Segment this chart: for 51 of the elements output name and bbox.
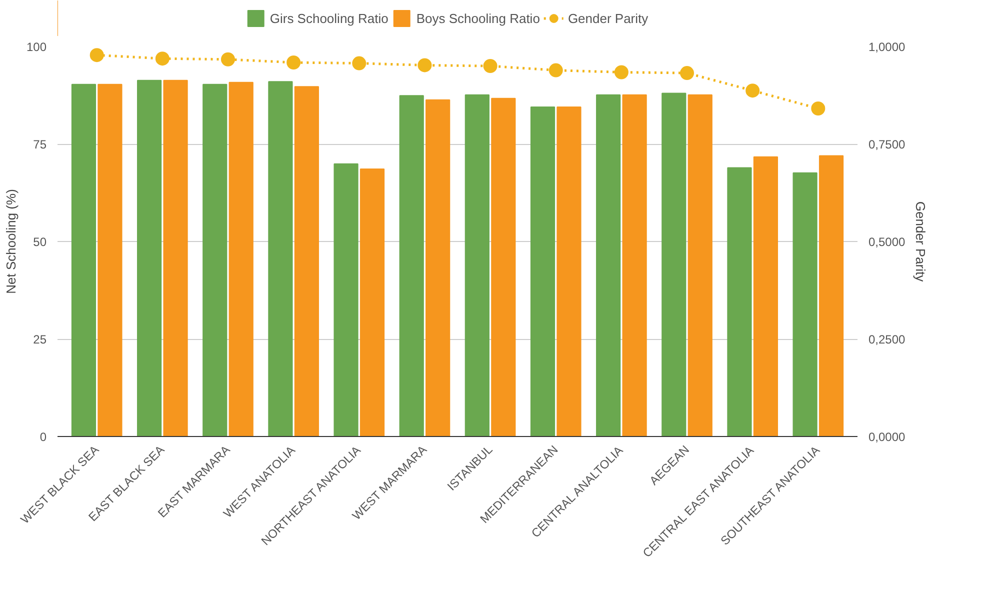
point <box>155 52 170 66</box>
bar <box>202 84 228 436</box>
bar <box>137 80 162 436</box>
bar <box>596 94 621 436</box>
legend-label: Gender Parity <box>568 10 648 26</box>
y-tick-label: 25 <box>33 332 47 346</box>
point <box>811 102 826 116</box>
point <box>90 48 104 62</box>
point <box>483 59 498 73</box>
bar <box>530 106 556 436</box>
point <box>746 84 760 98</box>
y2-tick-label: 0,0000 <box>868 430 906 444</box>
bar <box>426 99 450 436</box>
y-tick-label: 100 <box>26 40 47 54</box>
bar <box>228 82 254 436</box>
bar <box>556 106 582 436</box>
bar <box>399 95 424 436</box>
bar <box>491 98 516 436</box>
y-tick-label: 50 <box>33 235 47 249</box>
bar <box>727 167 752 436</box>
bar <box>360 168 385 436</box>
bar <box>818 155 844 436</box>
bar <box>792 172 818 436</box>
bar <box>464 94 490 436</box>
bar <box>753 156 778 436</box>
bar <box>662 92 686 436</box>
y2-tick-label: 0,5000 <box>868 235 906 249</box>
point <box>286 56 301 70</box>
point <box>548 63 563 78</box>
point <box>352 56 366 70</box>
y2-tick-label: 0,2500 <box>868 332 906 346</box>
y-tick-label: 75 <box>33 138 47 152</box>
y-tick-label: 0 <box>40 430 47 444</box>
bar <box>622 94 647 436</box>
point <box>220 52 235 66</box>
legend-label: Boys Schooling Ratio <box>416 10 540 26</box>
bar <box>334 163 358 436</box>
bar <box>71 84 96 436</box>
bar <box>268 81 293 436</box>
bar <box>163 80 188 436</box>
point <box>614 65 628 80</box>
y2-axis-title: Gender Parity <box>913 201 928 282</box>
y-axis-title: Net Schooling (%) <box>3 189 18 294</box>
bar <box>294 86 319 436</box>
bar <box>98 84 122 436</box>
point <box>418 58 432 72</box>
bar <box>688 94 712 436</box>
legend-label: Girs Schooling Ratio <box>270 10 388 26</box>
y2-tick-label: 0,7500 <box>868 138 906 152</box>
point <box>680 66 694 80</box>
y2-tick-label: 1,0000 <box>868 40 906 54</box>
